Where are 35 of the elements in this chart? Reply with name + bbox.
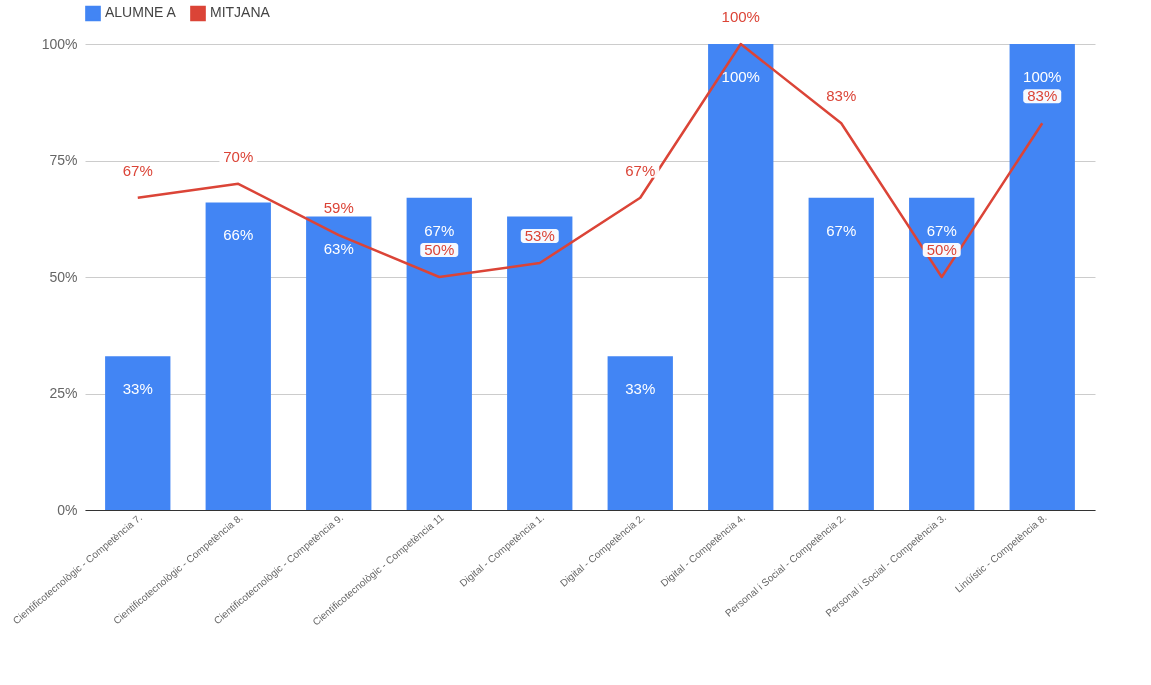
data-label: 33% bbox=[122, 380, 153, 398]
data-label: 67% bbox=[424, 221, 455, 239]
bar bbox=[205, 202, 271, 510]
data-label: 100% bbox=[1023, 68, 1062, 85]
bar bbox=[1009, 44, 1075, 510]
data-label: 63% bbox=[323, 240, 354, 258]
bar bbox=[406, 197, 472, 510]
y-tick-label: 75% bbox=[49, 152, 78, 168]
bar bbox=[808, 197, 874, 510]
bar bbox=[607, 356, 673, 510]
bar bbox=[507, 216, 573, 510]
bar bbox=[708, 44, 774, 510]
bar bbox=[909, 197, 975, 510]
data-label: 83% bbox=[1027, 87, 1058, 105]
y-tick-label: 25% bbox=[49, 385, 78, 401]
y-tick-label: 50% bbox=[49, 268, 78, 285]
data-label: 67% bbox=[826, 221, 857, 239]
data-label: 50% bbox=[926, 241, 957, 258]
data-label: 66% bbox=[223, 226, 254, 244]
legend-label: MITJANA bbox=[210, 4, 271, 21]
data-label: 33% bbox=[625, 380, 656, 398]
bar bbox=[105, 356, 171, 510]
data-label: 100% bbox=[721, 8, 760, 25]
legend-label: ALUMNE A bbox=[105, 4, 177, 21]
y-tick-label: 0% bbox=[57, 501, 78, 518]
data-label: 67% bbox=[122, 161, 153, 179]
data-label: 59% bbox=[323, 199, 354, 217]
data-label: 100% bbox=[721, 68, 760, 85]
data-label: 83% bbox=[826, 87, 857, 105]
data-label: 50% bbox=[424, 241, 455, 258]
data-label: 67% bbox=[926, 221, 957, 239]
data-label: 67% bbox=[625, 161, 656, 179]
data-label: 70% bbox=[223, 147, 254, 165]
data-label: 53% bbox=[524, 227, 555, 245]
y-tick-label: 100% bbox=[41, 35, 78, 52]
